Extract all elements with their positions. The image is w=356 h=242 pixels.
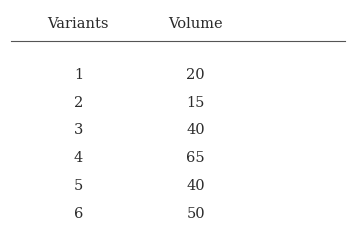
Text: 15: 15 [187, 96, 205, 110]
Text: Volume: Volume [168, 17, 223, 31]
Text: 1: 1 [74, 68, 83, 82]
Text: 3: 3 [74, 123, 83, 137]
Text: 65: 65 [187, 151, 205, 165]
Text: 2: 2 [74, 96, 83, 110]
Text: 40: 40 [187, 123, 205, 137]
Text: 5: 5 [74, 179, 83, 193]
Text: 40: 40 [187, 179, 205, 193]
Text: Variants: Variants [48, 17, 109, 31]
Text: 20: 20 [187, 68, 205, 82]
Text: 50: 50 [187, 207, 205, 221]
Text: 4: 4 [74, 151, 83, 165]
Text: 6: 6 [74, 207, 83, 221]
